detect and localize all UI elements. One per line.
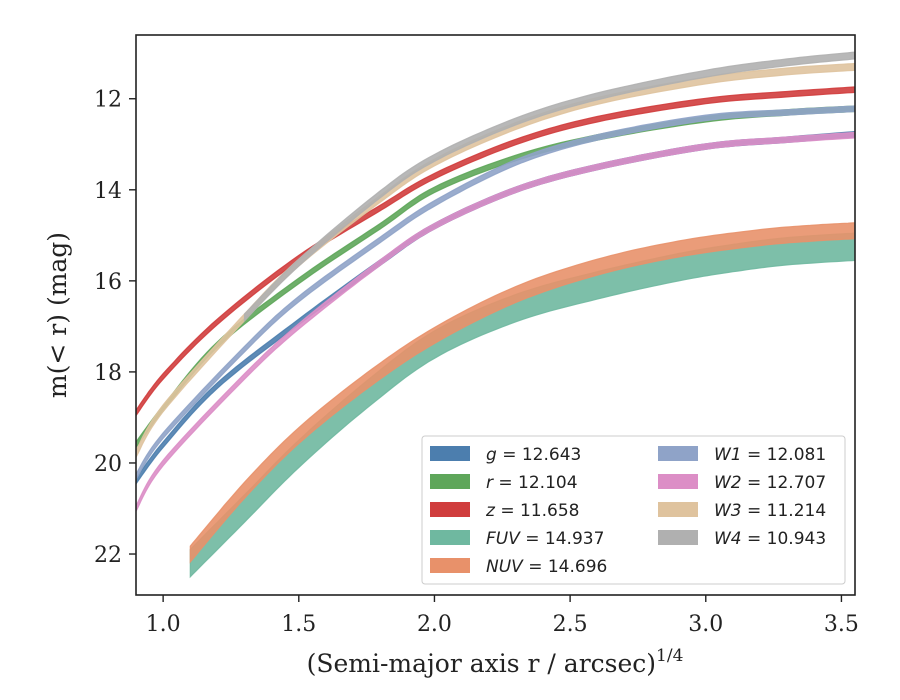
legend-swatch-g (430, 446, 470, 461)
series-band-r (136, 105, 855, 449)
x-axis-ticks: 1.0 1.5 2.0 2.5 3.0 3.5 (146, 595, 859, 637)
x-tick-label: 1.0 (146, 612, 181, 637)
series-band-w2 (136, 131, 855, 512)
legend: g = 12.643 r = 12.104 z = 11.658 FUV = 14.9… (421, 435, 846, 585)
legend-label-w1: W1 = 12.081 (714, 445, 826, 465)
y-tick-label: 14 (94, 179, 122, 204)
legend-swatch-w2 (658, 474, 698, 489)
legend-swatch-nuv (430, 558, 470, 573)
y-tick-label: 12 (94, 88, 122, 113)
x-tick-label: 3.0 (688, 612, 723, 637)
series-band-w1 (136, 105, 855, 481)
legend-label-r: r = 12.104 (486, 473, 578, 493)
series-band-nuv (189, 222, 855, 564)
legend-swatch-w4 (658, 530, 698, 545)
series-layer (136, 51, 855, 579)
x-tick-label: 2.5 (553, 612, 588, 637)
legend-label-fuv: FUV = 14.937 (486, 529, 604, 549)
x-tick-label: 1.5 (281, 612, 316, 637)
legend-swatch-fuv (430, 530, 470, 545)
legend-swatch-z (430, 502, 470, 517)
legend-swatch-w1 (658, 446, 698, 461)
y-tick-label: 18 (94, 361, 122, 386)
y-axis-ticks: 12 14 16 18 20 22 (94, 88, 136, 568)
plot-frame (135, 34, 856, 596)
x-axis-title-text: (Semi-major axis r / arcsec) (307, 649, 656, 678)
legend-swatch-w3 (658, 502, 698, 517)
y-tick-label: 20 (94, 452, 122, 477)
y-tick-label: 16 (94, 270, 122, 295)
x-axis-title: (Semi-major axis r / arcsec)1/4 (307, 646, 684, 678)
legend-swatch-r (430, 474, 470, 489)
legend-label-g: g = 12.643 (486, 445, 581, 465)
x-tick-label: 3.5 (824, 612, 859, 637)
x-tick-label: 2.0 (417, 612, 452, 637)
legend-label-nuv: NUV = 14.696 (486, 557, 607, 577)
legend-label-z: z = 11.658 (485, 501, 579, 521)
legend-label-w4: W4 = 10.943 (714, 529, 826, 549)
x-axis-title-exponent: 1/4 (656, 646, 683, 666)
y-axis-title: m(< r) (mag) (43, 232, 72, 398)
legend-frame (421, 435, 846, 585)
series-band-w4 (243, 51, 855, 323)
legend-label-w2: W2 = 12.707 (714, 473, 826, 493)
y-tick-label: 22 (94, 543, 122, 568)
legend-label-w3: W3 = 11.214 (714, 501, 826, 521)
